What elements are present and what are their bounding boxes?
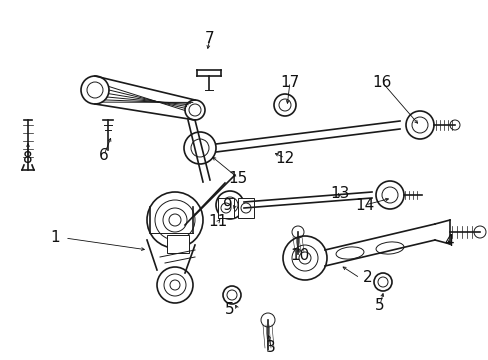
Text: 13: 13 (329, 185, 349, 201)
Text: 12: 12 (275, 150, 294, 166)
Text: 8: 8 (23, 150, 33, 166)
Text: 15: 15 (228, 171, 247, 185)
Text: 6: 6 (99, 148, 109, 162)
Text: 5: 5 (225, 302, 234, 318)
Text: 14: 14 (355, 198, 374, 212)
Text: 11: 11 (208, 215, 227, 230)
Text: 1: 1 (50, 230, 60, 246)
Text: 4: 4 (443, 234, 453, 249)
Text: 3: 3 (265, 341, 275, 356)
Bar (238, 198, 253, 218)
Text: 5: 5 (374, 297, 384, 312)
Text: 9: 9 (223, 198, 232, 212)
Text: 2: 2 (363, 270, 372, 285)
Text: 7: 7 (205, 31, 214, 45)
Text: 16: 16 (371, 75, 391, 90)
Text: 17: 17 (280, 75, 299, 90)
Text: 10: 10 (290, 248, 309, 262)
Bar (218, 198, 234, 218)
Bar (167, 235, 189, 253)
